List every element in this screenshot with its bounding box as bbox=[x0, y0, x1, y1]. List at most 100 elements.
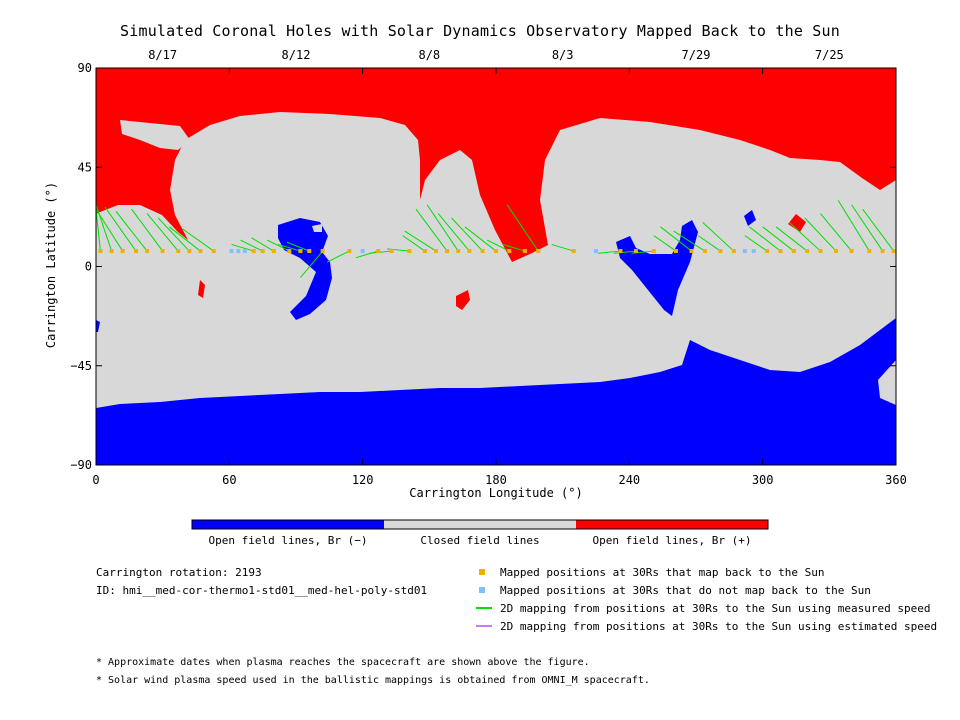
legend-label-unmapped: Mapped positions at 30Rs that do not map… bbox=[500, 584, 871, 597]
x-tick-label: 180 bbox=[485, 473, 507, 487]
mapping-line bbox=[240, 239, 263, 252]
south-negative-region bbox=[96, 318, 896, 465]
mapped-point bbox=[480, 249, 485, 254]
mapped-point bbox=[731, 249, 736, 254]
axes: 0 60 120 180 240 300 360 90 45 0 −45 −90 8/17 8/12 8/8… bbox=[70, 48, 907, 487]
mapped-point bbox=[389, 249, 394, 254]
mapping-line bbox=[415, 208, 448, 252]
mapped-point bbox=[507, 249, 512, 254]
mapped-point bbox=[571, 249, 576, 254]
top-date-label: 8/8 bbox=[418, 48, 440, 62]
mapped-point bbox=[434, 249, 438, 254]
y-tick-label: 90 bbox=[78, 61, 92, 75]
unmapped-point bbox=[751, 249, 756, 254]
colorbar-positive bbox=[576, 520, 768, 529]
note-speed: * Solar wind plasma speed used in the ba… bbox=[96, 675, 650, 686]
mapped-point bbox=[765, 249, 770, 254]
mapping-line bbox=[653, 235, 677, 252]
mapping-line bbox=[820, 213, 852, 252]
mapping-line bbox=[862, 208, 895, 252]
top-date-label: 7/25 bbox=[815, 48, 844, 62]
mapping-line bbox=[278, 243, 301, 252]
mapping-line bbox=[788, 222, 821, 252]
mapping-line bbox=[146, 213, 179, 252]
unmapped-point bbox=[360, 249, 365, 254]
mapping-line bbox=[96, 209, 101, 252]
y-axis-label: Carrington Latitude (°) bbox=[44, 181, 58, 349]
mapped-point bbox=[98, 249, 103, 254]
mapped-point bbox=[536, 249, 541, 254]
x-tick-label: 60 bbox=[222, 473, 236, 487]
colorbar-negative bbox=[192, 520, 384, 529]
mapped-point bbox=[287, 249, 292, 254]
unmapped-point bbox=[742, 249, 747, 254]
mapped-point bbox=[376, 249, 381, 254]
x-tick-label: 360 bbox=[885, 473, 907, 487]
carrington-rotation: Carrington rotation: 2193 bbox=[96, 566, 262, 579]
map-regions bbox=[96, 68, 896, 465]
colorbar-label-positive: Open field lines, Br (+) bbox=[592, 534, 752, 547]
mapping-line bbox=[660, 226, 692, 252]
mapping-line bbox=[326, 250, 350, 263]
mapped-point bbox=[522, 249, 527, 254]
mapping-line bbox=[231, 243, 254, 252]
mapped-point bbox=[298, 249, 303, 254]
mapping-line bbox=[266, 239, 290, 252]
mapped-point bbox=[407, 249, 412, 254]
mapped-point bbox=[120, 249, 125, 254]
top-date-label: 8/12 bbox=[282, 48, 311, 62]
mapped-point bbox=[867, 249, 872, 254]
mapped-point bbox=[211, 249, 216, 254]
mapping-line bbox=[775, 226, 808, 252]
mapped-point bbox=[134, 249, 138, 254]
x-tick-label: 240 bbox=[618, 473, 640, 487]
top-date-label: 8/17 bbox=[148, 48, 177, 62]
mapping-line bbox=[402, 235, 426, 252]
mapping-line bbox=[673, 230, 706, 252]
mapped-point bbox=[307, 249, 312, 254]
mapped-point bbox=[260, 249, 265, 254]
mapped-point bbox=[849, 249, 854, 254]
unmapped-point bbox=[236, 249, 241, 254]
colorbar-closed bbox=[384, 520, 576, 529]
chart-title: Simulated Coronal Holes with Solar Dynam… bbox=[120, 22, 840, 40]
mapped-point bbox=[651, 249, 656, 254]
legend-label-estimated: 2D mapping from positions at 30Rs to the… bbox=[500, 620, 938, 633]
mapped-point bbox=[618, 249, 623, 254]
mapping-line bbox=[104, 206, 137, 252]
mapping-line bbox=[369, 250, 392, 254]
y-tick-label: −90 bbox=[70, 458, 92, 472]
mapping-line bbox=[355, 250, 379, 259]
legend-label-measured: 2D mapping from positions at 30Rs to the… bbox=[500, 602, 931, 615]
mapped-point bbox=[634, 249, 638, 254]
x-tick-label: 0 bbox=[92, 473, 99, 487]
mapping-line bbox=[157, 217, 190, 252]
mapped-point bbox=[718, 249, 723, 254]
top-date-label: 8/3 bbox=[552, 48, 574, 62]
mapping-line bbox=[115, 211, 148, 252]
mapped-point bbox=[271, 249, 276, 254]
mapping-line bbox=[96, 208, 124, 252]
colorbar-label-closed: Closed field lines bbox=[420, 534, 540, 547]
mapping-line bbox=[251, 237, 275, 252]
mapping-line bbox=[551, 243, 574, 252]
x-axis-label: Carrington Longitude (°) bbox=[409, 486, 583, 500]
mapping-line bbox=[697, 235, 721, 252]
mapped-point bbox=[467, 249, 472, 254]
colorbar bbox=[191, 519, 769, 530]
note-dates: * Approximate dates when plasma reaches … bbox=[96, 657, 590, 668]
mapped-point bbox=[445, 249, 450, 254]
mapped-point bbox=[160, 249, 165, 254]
top-date-label: 7/29 bbox=[682, 48, 711, 62]
mapped-point bbox=[198, 249, 203, 254]
mapped-point bbox=[791, 249, 796, 254]
mapping-line bbox=[502, 243, 526, 252]
mapping-line bbox=[451, 217, 484, 252]
mapped-point bbox=[176, 249, 181, 254]
mapped-point bbox=[320, 249, 325, 254]
unmapped-point bbox=[229, 249, 234, 254]
y-tick-label: −45 bbox=[70, 359, 92, 373]
mapped-point bbox=[422, 249, 427, 254]
mapped-point bbox=[251, 249, 256, 254]
